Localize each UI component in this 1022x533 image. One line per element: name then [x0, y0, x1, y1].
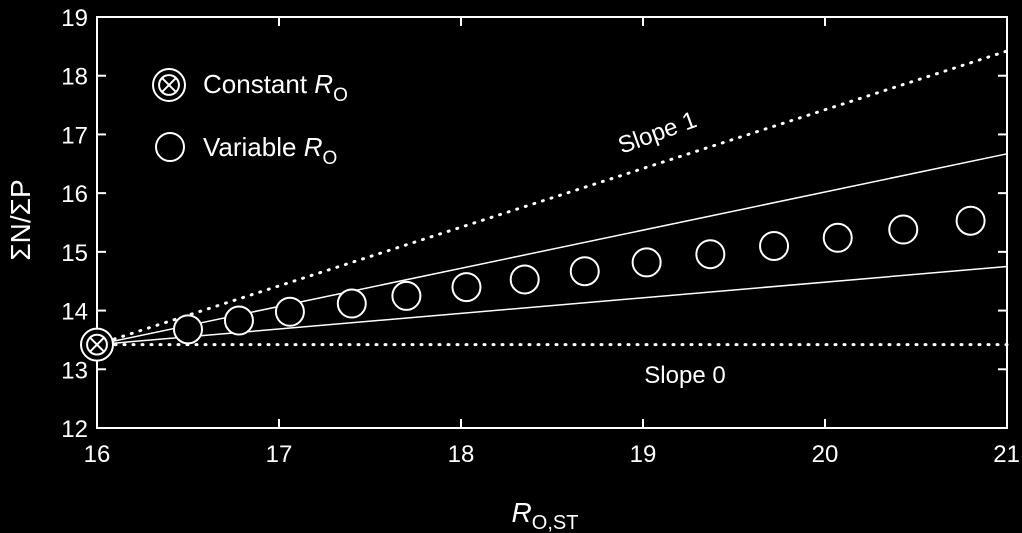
- data-point-variable: [955, 205, 986, 236]
- annotation-slope-1: Slope 1: [615, 106, 701, 159]
- y-tick-label: 15: [61, 240, 88, 267]
- data-point-variable: [391, 280, 422, 311]
- marker-inner-circle: [86, 333, 108, 356]
- data-point-variable: [509, 264, 540, 295]
- y-tick-label: 18: [61, 64, 88, 91]
- legend-entry-variable: Variable RO: [203, 132, 337, 169]
- y-tick-label: 16: [61, 181, 88, 208]
- data-point-variable: [173, 314, 203, 345]
- x-tick-label: 19: [630, 441, 657, 468]
- plot-frame: [96, 16, 1008, 429]
- legend-entry-variable-sub: O: [322, 148, 337, 169]
- legend-entry-variable-text: Variable: [203, 132, 304, 162]
- data-point-variable: [631, 247, 662, 278]
- legend-symbol-circle-x: [152, 68, 186, 102]
- x-tick-label: 20: [812, 441, 839, 468]
- legend-entry-constant: Constant RO: [203, 69, 348, 106]
- legend-entry-constant-text: Constant: [203, 69, 314, 99]
- y-tick-label: 13: [61, 357, 88, 384]
- legend-marker-circle: [155, 132, 185, 162]
- annotation-slope-0: Slope 0: [644, 362, 725, 389]
- data-point-variable: [888, 214, 919, 245]
- legend-entry-constant-italic: R: [314, 69, 333, 99]
- data-point-variable: [759, 230, 790, 261]
- data-point-variable: [223, 305, 254, 336]
- x-axis-ticks: 16 17 18 19 20 21: [84, 17, 1020, 468]
- data-point-variable: [695, 239, 726, 270]
- x-tick-label: 16: [84, 441, 111, 468]
- data-point-variable: [569, 256, 600, 287]
- x-axis-label: RO,ST: [512, 497, 579, 533]
- data-point-variable: [822, 222, 853, 253]
- marker-cross-line: [89, 336, 105, 353]
- y-tick-label: 14: [61, 299, 88, 326]
- data-point-variable: [274, 296, 305, 327]
- y-axis-label: ΣN/ΣP: [5, 179, 36, 260]
- data-markers: [80, 205, 986, 362]
- data-point-variable: [336, 288, 367, 319]
- y-axis-ticks: 12 13 14 15 16 17 18 19: [61, 5, 1007, 443]
- legend-marker-circle-x: [152, 68, 186, 102]
- legend-entry-constant-sub: O: [333, 85, 348, 106]
- y-tick-label: 17: [61, 122, 88, 149]
- marker-cross-line: [161, 77, 177, 93]
- plot-border: [96, 16, 1008, 429]
- x-tick-label: 21: [993, 441, 1020, 468]
- x-axis-label-subscript: O,ST: [532, 512, 579, 533]
- legend-entry-variable-italic: R: [304, 132, 323, 162]
- x-tick-label: 17: [266, 441, 293, 468]
- legend: Constant RO Variable RO: [152, 68, 348, 169]
- x-axis-label-main: R: [512, 497, 532, 528]
- marker-inner-circle: [158, 74, 180, 96]
- y-tick-label: 19: [61, 5, 88, 32]
- data-point-variable: [451, 272, 482, 303]
- dotted-reference-line: [95, 49, 1009, 347]
- legend-symbol-circle: [155, 132, 185, 162]
- y-tick-label: 12: [61, 416, 88, 443]
- x-tick-label: 18: [448, 441, 475, 468]
- data-point-constant: [80, 327, 114, 362]
